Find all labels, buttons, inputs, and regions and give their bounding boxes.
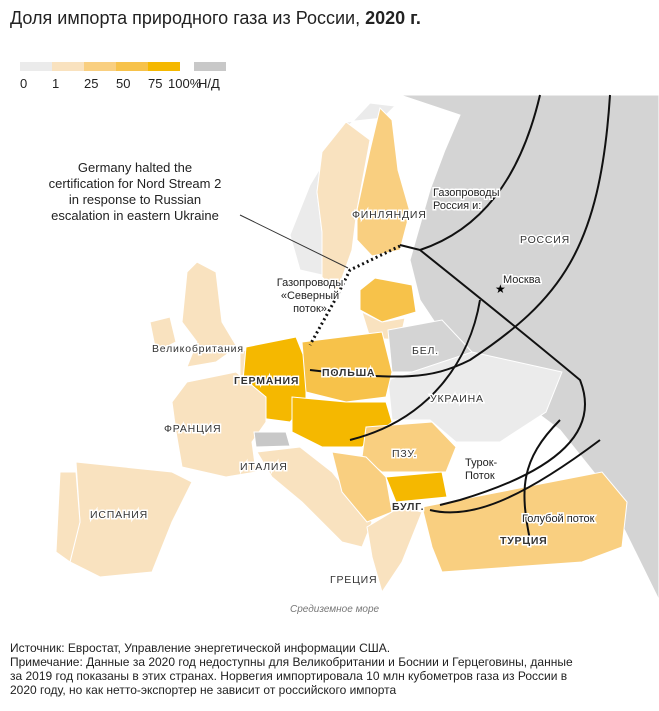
ireland [149, 316, 177, 353]
country-label: ГЕРМАНИЯ [234, 375, 299, 387]
legend-swatch [194, 62, 226, 71]
uk [181, 261, 238, 368]
label-line: Россия и: [433, 200, 481, 212]
label-line: Газопроводы [433, 187, 500, 199]
sweden [316, 121, 371, 293]
legend-swatch [148, 62, 180, 71]
city-label: Москва [503, 274, 541, 286]
pipeline-label: Турок-Поток [465, 457, 498, 482]
pipeline [349, 299, 481, 441]
country-label: Великобритания [152, 343, 244, 355]
legend-label: 1 [52, 76, 59, 91]
legend-label: 0 [20, 76, 27, 91]
footer-line: Источник: Евростат, Управление энергетич… [10, 641, 390, 655]
country-label: ПОЛЬША [322, 367, 375, 379]
legend-label: 50 [116, 76, 130, 91]
annotation-line: certification for Nord Stream 2 [49, 176, 222, 191]
title-year: 2020 г. [365, 8, 421, 28]
footer-line: 2020 году, но как нетто-экспортер не зав… [10, 683, 396, 697]
legend-label: Н/Д [198, 76, 220, 91]
country-label: РОССИЯ [520, 234, 570, 246]
annotation-line: escalation in eastern Ukraine [51, 208, 219, 223]
legend-label: 25 [84, 76, 98, 91]
map: ★ [55, 94, 659, 601]
country-label: ПЗУ. [392, 448, 417, 460]
baltics [359, 277, 417, 323]
greece [366, 506, 423, 594]
italy [256, 446, 373, 548]
country-label: ИСПАНИЯ [90, 509, 148, 521]
sea-label: Средиземное море [290, 604, 380, 615]
footer-line: Примечание: Данные за 2020 год недоступн… [10, 655, 573, 669]
legend-swatch [52, 62, 84, 71]
legend-label: 100% [168, 76, 202, 91]
annotation-line: Germany halted the [78, 160, 192, 175]
label-line: поток» [293, 303, 327, 315]
country-label: ГРЕЦИЯ [330, 574, 377, 586]
label-line: «Северный [281, 290, 339, 302]
pipeline [309, 94, 611, 378]
country-label: ТУРЦИЯ [500, 535, 548, 547]
country-label: БЕЛ. [412, 345, 439, 357]
legend: 0 1 25 50 75 100%Н/Д [20, 62, 226, 91]
annotation-leader [239, 214, 349, 269]
country-label: ФИНЛЯНДИЯ [352, 209, 427, 221]
pipeline [399, 94, 541, 252]
finland [356, 107, 411, 257]
pipeline [419, 249, 586, 506]
annotation-line: in response to Russian [69, 192, 201, 207]
poland [301, 331, 393, 403]
label-line: Турок- [465, 457, 498, 469]
footer: Источник: Евростат, Управление энергетич… [10, 641, 573, 697]
country-label: ИТАЛИЯ [240, 461, 288, 473]
pipeline [523, 419, 561, 541]
pipeline-label: Газопроводы «Северный поток» [277, 277, 344, 315]
pipeline-label: Голубой поток [522, 513, 595, 525]
moscow-marker: ★ [495, 282, 506, 296]
pipeline-label: Газопроводы Россия и: [433, 187, 500, 212]
title-text: Доля импорта природного газа из России, [10, 8, 360, 28]
legend-swatch [116, 62, 148, 71]
bulgaria [385, 471, 448, 503]
title: Доля импорта природного газа из России, … [10, 8, 421, 28]
country-label: БУЛГ. [392, 501, 424, 513]
legend-label: 75 [148, 76, 162, 91]
country-label: УКРАИНА [430, 393, 484, 405]
france [171, 371, 267, 478]
label-line: Газопроводы [277, 277, 344, 289]
legend-swatch [20, 62, 52, 71]
label-line: Поток [465, 470, 495, 482]
ukraine [387, 351, 563, 443]
pipeline [429, 439, 601, 514]
switzerland [253, 431, 291, 448]
turkey [421, 471, 628, 573]
legend-swatch [84, 62, 116, 71]
country-label: ФРАНЦИЯ [164, 423, 221, 435]
portugal [55, 471, 81, 563]
footer-line: за 2019 год показаны в этих странах. Нор… [10, 669, 567, 683]
